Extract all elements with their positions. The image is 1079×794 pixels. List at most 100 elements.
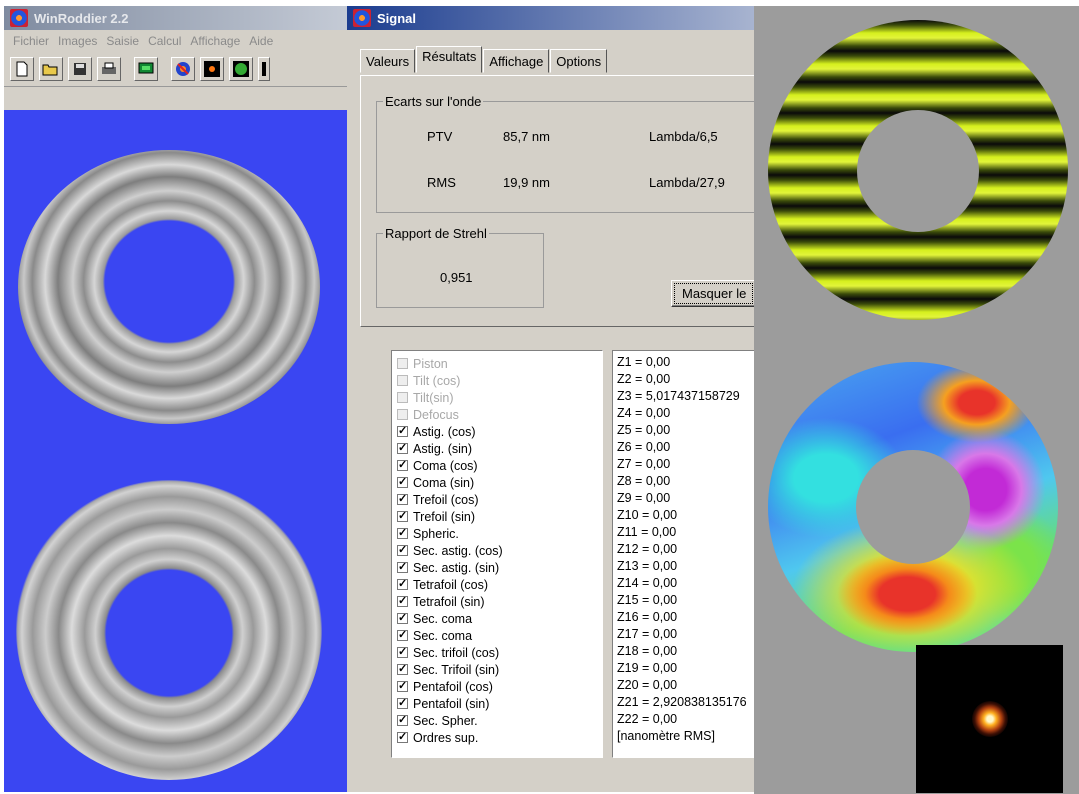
main-toolbar [4,52,350,87]
aberration-item[interactable]: ✓ Pentafoil (cos) [392,678,602,695]
checked-checkbox-icon[interactable]: ✓ [397,595,408,607]
interferogram-obstruction [857,110,979,232]
zernike-value-item[interactable]: Z7 = 0,00 [617,456,671,471]
aberration-checklist[interactable]: Piston Tilt (cos) Tilt(sin) Defocus ✓ Astig. … [391,350,603,758]
defocused-images-canvas[interactable] [4,110,350,792]
zernike-value-item[interactable]: Z6 = 0,00 [617,439,671,454]
zernike-value-item[interactable]: Z10 = 0,00 [617,507,678,522]
tab-valeurs[interactable]: Valeurs [360,49,416,73]
zernike-value-item[interactable]: [nanomètre RMS] [617,728,715,743]
roddier-icon [176,62,190,76]
signal-dialog: Signal Valeurs Résultats Affichage Optio… [347,6,756,792]
zernike-value-item[interactable]: Z8 = 0,00 [617,473,671,488]
checked-checkbox-icon[interactable]: ✓ [397,680,408,692]
checked-checkbox-icon[interactable]: ✓ [397,714,408,726]
checked-checkbox-icon[interactable]: ✓ [397,527,408,539]
zernike-value-item[interactable]: Z20 = 0,00 [617,677,678,692]
aberration-item[interactable]: ✓ Sec. astig. (cos) [392,542,602,559]
airy-disk [972,701,1008,737]
monitor-button[interactable] [134,57,158,81]
checked-checkbox-icon[interactable]: ✓ [397,459,408,471]
checked-checkbox-icon[interactable]: ✓ [397,731,408,743]
unchecked-checkbox-icon [397,358,408,369]
aberration-label: Piston [413,356,448,371]
aberration-item[interactable]: ✓ Sec. trifoil (cos) [392,644,602,661]
aberration-label: Ordres sup. [413,730,479,745]
zernike-value-item[interactable]: Z17 = 0,00 [617,626,678,641]
aberration-item[interactable]: ✓ Sec. coma [392,627,602,644]
aberration-item[interactable]: ✓ Coma (cos) [392,457,602,474]
zernike-value-item[interactable]: Z4 = 0,00 [617,405,671,420]
checked-checkbox-icon[interactable]: ✓ [397,663,408,675]
checked-checkbox-icon[interactable]: ✓ [397,493,408,505]
aberration-item[interactable]: ✓ Ordres sup. [392,729,602,746]
open-button[interactable] [39,57,63,81]
menu-images[interactable]: Images [58,34,98,48]
aberration-item[interactable]: ✓ Sec. Spher. [392,712,602,729]
aberration-item: Piston [392,355,602,372]
checked-checkbox-icon[interactable]: ✓ [397,476,408,488]
checked-checkbox-icon[interactable]: ✓ [397,612,408,624]
zernike-value-item[interactable]: Z14 = 0,00 [617,575,678,590]
checked-checkbox-icon[interactable]: ✓ [397,442,408,454]
tab-options[interactable]: Options [550,49,608,73]
ptv-lambda: Lambda/6,5 [649,129,718,144]
zernike-value-item[interactable]: Z22 = 0,00 [617,711,678,726]
zernike-value-item[interactable]: Z9 = 0,00 [617,490,671,505]
save-button[interactable] [68,57,92,81]
aberration-item[interactable]: ✓ Tetrafoil (cos) [392,576,602,593]
checked-checkbox-icon[interactable]: ✓ [397,697,408,709]
print-button[interactable] [97,57,121,81]
zernike-value-item[interactable]: Z19 = 0,00 [617,660,678,675]
unchecked-checkbox-icon [397,375,408,386]
zernike-value-item[interactable]: Z15 = 0,00 [617,592,678,607]
zernike-value-item[interactable]: Z5 = 0,00 [617,422,671,437]
tab-resultats[interactable]: Résultats [416,46,483,73]
aberration-label: Trefoil (cos) [413,492,479,507]
aberration-item[interactable]: ✓ Astig. (cos) [392,423,602,440]
zernike-value-item[interactable]: Z13 = 0,00 [617,558,678,573]
hide-button[interactable]: Masquer le [671,280,756,307]
menu-fichier[interactable]: Fichier [13,34,50,48]
aberration-item[interactable]: ✓ Tetrafoil (sin) [392,593,602,610]
new-file-button[interactable] [10,57,34,81]
menu-saisie[interactable]: Saisie [106,34,140,48]
aberration-label: Coma (sin) [413,475,475,490]
zernike-value-item[interactable]: Z1 = 0,00 [617,354,671,369]
aberration-item[interactable]: ✓ Sec. coma [392,610,602,627]
aberration-item[interactable]: ✓ Sec. astig. (sin) [392,559,602,576]
aberration-item[interactable]: ✓ Trefoil (cos) [392,491,602,508]
checked-checkbox-icon[interactable]: ✓ [397,646,408,658]
aberration-item[interactable]: ✓ Pentafoil (sin) [392,695,602,712]
aberration-item[interactable]: ✓ Spheric. [392,525,602,542]
zernike-value-item[interactable]: Z16 = 0,00 [617,609,678,624]
checked-checkbox-icon[interactable]: ✓ [397,561,408,573]
zernike-value-item[interactable]: Z21 = 2,920838135176 [617,694,747,709]
defocus-image-button[interactable] [200,57,224,81]
zernike-values-list[interactable]: Z1 = 0,00 Z2 = 0,00 Z3 = 5,017437158729 Z4 … [612,350,755,758]
signal-title-bar[interactable]: Signal [347,6,755,30]
menu-calcul[interactable]: Calcul [148,34,182,48]
checked-checkbox-icon[interactable]: ✓ [397,544,408,556]
zernike-value-item[interactable]: Z18 = 0,00 [617,643,678,658]
menu-aide[interactable]: Aide [249,34,274,48]
checked-checkbox-icon[interactable]: ✓ [397,510,408,522]
roddier-button[interactable] [171,57,195,81]
menu-affichage[interactable]: Affichage [190,34,241,48]
aberration-item[interactable]: ✓ Trefoil (sin) [392,508,602,525]
zernike-value-item[interactable]: Z3 = 5,017437158729 [617,388,740,403]
tab-affichage[interactable]: Affichage [483,49,550,73]
sphere-button[interactable] [229,57,253,81]
winroddier-app-icon [10,9,28,27]
more-button[interactable] [258,57,270,81]
aberration-item[interactable]: ✓ Sec. Trifoil (sin) [392,661,602,678]
aberration-item[interactable]: ✓ Coma (sin) [392,474,602,491]
zernike-value-item[interactable]: Z11 = 0,00 [617,524,677,539]
checked-checkbox-icon[interactable]: ✓ [397,578,408,590]
main-title-bar[interactable]: WinRoddier 2.2 [4,6,350,30]
zernike-value-item[interactable]: Z2 = 0,00 [617,371,671,386]
aberration-item[interactable]: ✓ Astig. (sin) [392,440,602,457]
checked-checkbox-icon[interactable]: ✓ [397,629,408,641]
zernike-value-item[interactable]: Z12 = 0,00 [617,541,678,556]
checked-checkbox-icon[interactable]: ✓ [397,425,408,437]
